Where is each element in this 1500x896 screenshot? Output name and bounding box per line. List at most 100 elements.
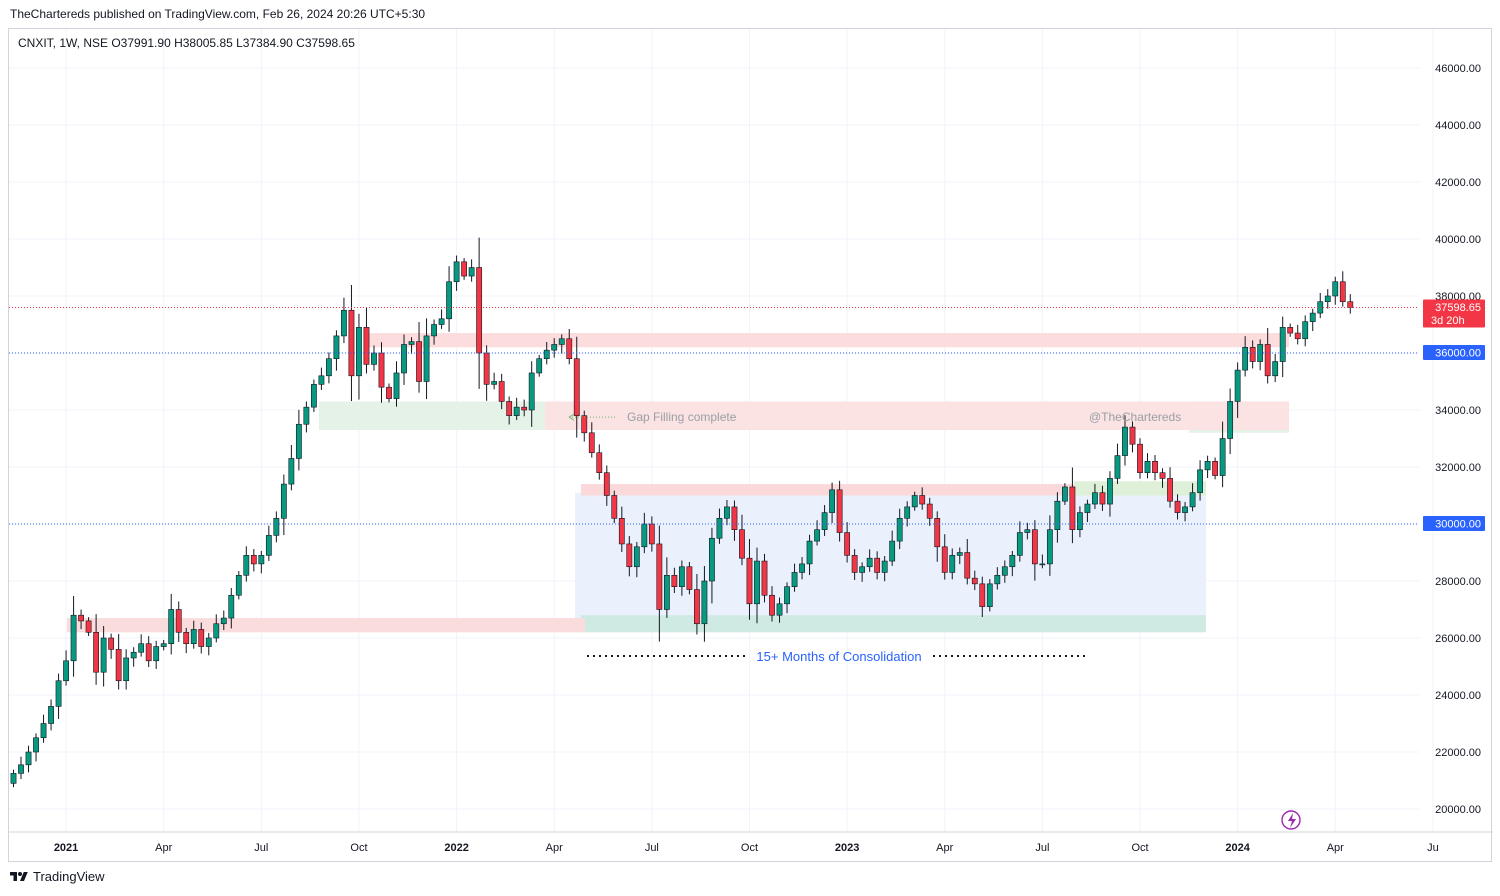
candle-down — [656, 543, 663, 610]
candle-up — [468, 267, 475, 277]
candle-up — [1189, 492, 1196, 508]
candle-up — [866, 557, 873, 568]
candle-down — [761, 560, 768, 596]
candle-down — [183, 631, 190, 644]
candle-up — [859, 566, 866, 573]
candle-down — [483, 352, 490, 385]
candle-down — [694, 589, 700, 625]
candle-up — [431, 324, 437, 337]
x-tick-label: Apr — [936, 842, 953, 854]
candle-up — [1324, 295, 1331, 302]
candle-up — [949, 555, 956, 573]
candles — [10, 237, 1354, 788]
symbol-info: CNXIT, 1W, NSE O37991.90 H38005.85 L3738… — [18, 36, 355, 50]
y-tick-label: 22000.00 — [1435, 747, 1481, 759]
candle-up — [123, 657, 130, 682]
lightning-icon-circle — [1281, 810, 1301, 830]
footer-brand[interactable]: TradingView — [10, 869, 105, 884]
candle-up — [243, 555, 250, 576]
resistance-zone-top — [581, 484, 1109, 496]
candle-down — [566, 338, 573, 360]
candle-down — [85, 620, 92, 633]
candle-up — [716, 517, 723, 539]
candle-up — [393, 372, 400, 399]
price-label-box — [1423, 345, 1485, 360]
gap-zone-red — [545, 401, 1289, 430]
candle-down — [250, 555, 257, 565]
retest-zone — [1074, 481, 1206, 496]
price-label-text: 37598.65 — [1435, 302, 1481, 314]
x-tick-label: Apr — [1327, 842, 1344, 854]
candle-down — [671, 574, 678, 587]
supply-zone — [369, 333, 1289, 348]
candle-up — [318, 375, 325, 385]
candle-up — [220, 617, 227, 625]
candle-up — [633, 546, 640, 568]
candle-down — [1287, 327, 1294, 334]
candle-up — [160, 643, 167, 647]
candle-down — [1174, 500, 1181, 513]
y-tick-label: 46000.00 — [1435, 63, 1481, 75]
candle-up — [10, 773, 17, 784]
x-tick-label: Jul — [645, 842, 659, 854]
candle-up — [791, 572, 798, 588]
candle-up — [153, 646, 160, 662]
chart-frame[interactable]: Gap Filling complete @TheChartereds 15+ Mo… — [8, 28, 1493, 863]
candle-down — [1264, 344, 1271, 377]
candle-up — [265, 535, 272, 556]
candle-down — [108, 637, 115, 650]
candle-up — [1039, 563, 1046, 566]
candle-down — [746, 557, 753, 605]
candle-down — [115, 649, 122, 682]
y-tick-label: 34000.00 — [1435, 405, 1481, 417]
candle-up — [1227, 401, 1234, 439]
candle-up — [1024, 529, 1031, 533]
candle-up — [829, 489, 835, 513]
chart-svg[interactable]: Gap Filling complete @TheChartereds 15+ Mo… — [9, 29, 1493, 863]
candle-up — [326, 358, 332, 377]
candle-down — [1137, 443, 1143, 474]
candle-up — [1279, 327, 1286, 362]
candle-down — [1347, 301, 1354, 308]
candle-up — [1016, 532, 1023, 556]
candle-up — [1062, 486, 1068, 502]
candle-down — [175, 609, 182, 633]
candle-up — [310, 384, 317, 408]
candle-up — [896, 517, 903, 542]
candle-down — [1294, 332, 1301, 340]
candle-down — [836, 489, 843, 533]
candle-up — [911, 495, 918, 508]
price-label-text: 30000.00 — [1435, 519, 1481, 531]
candle-up — [1077, 512, 1083, 531]
candle-up — [709, 537, 715, 582]
candle-down — [919, 495, 926, 505]
candle-down — [844, 532, 851, 556]
candle-up — [25, 751, 32, 766]
candle-up — [273, 517, 280, 536]
candle-up — [1092, 492, 1098, 505]
candle-up — [1309, 312, 1316, 322]
candle-up — [806, 540, 813, 565]
candle-up — [18, 764, 24, 774]
candle-up — [754, 560, 760, 605]
candle-up — [48, 706, 54, 724]
price-label-countdown: 3d 20h — [1431, 315, 1465, 327]
gap-filling-label: Gap Filling complete — [627, 410, 737, 424]
candle-up — [1122, 426, 1128, 456]
candle-down — [769, 594, 775, 616]
candle-up — [1242, 346, 1249, 371]
candle-up — [881, 560, 888, 573]
candle-up — [551, 344, 558, 351]
candle-up — [821, 512, 828, 531]
price-label-box — [1423, 516, 1485, 531]
candle-down — [964, 552, 971, 579]
candle-down — [1249, 346, 1256, 362]
x-tick-label: Apr — [546, 842, 563, 854]
x-tick-label: Jul — [1035, 842, 1049, 854]
candle-up — [70, 614, 77, 662]
candle-up — [1182, 506, 1188, 513]
candle-down — [386, 386, 392, 399]
candle-down — [971, 577, 978, 585]
candle-up — [1107, 478, 1113, 505]
candle-up — [1332, 281, 1339, 297]
